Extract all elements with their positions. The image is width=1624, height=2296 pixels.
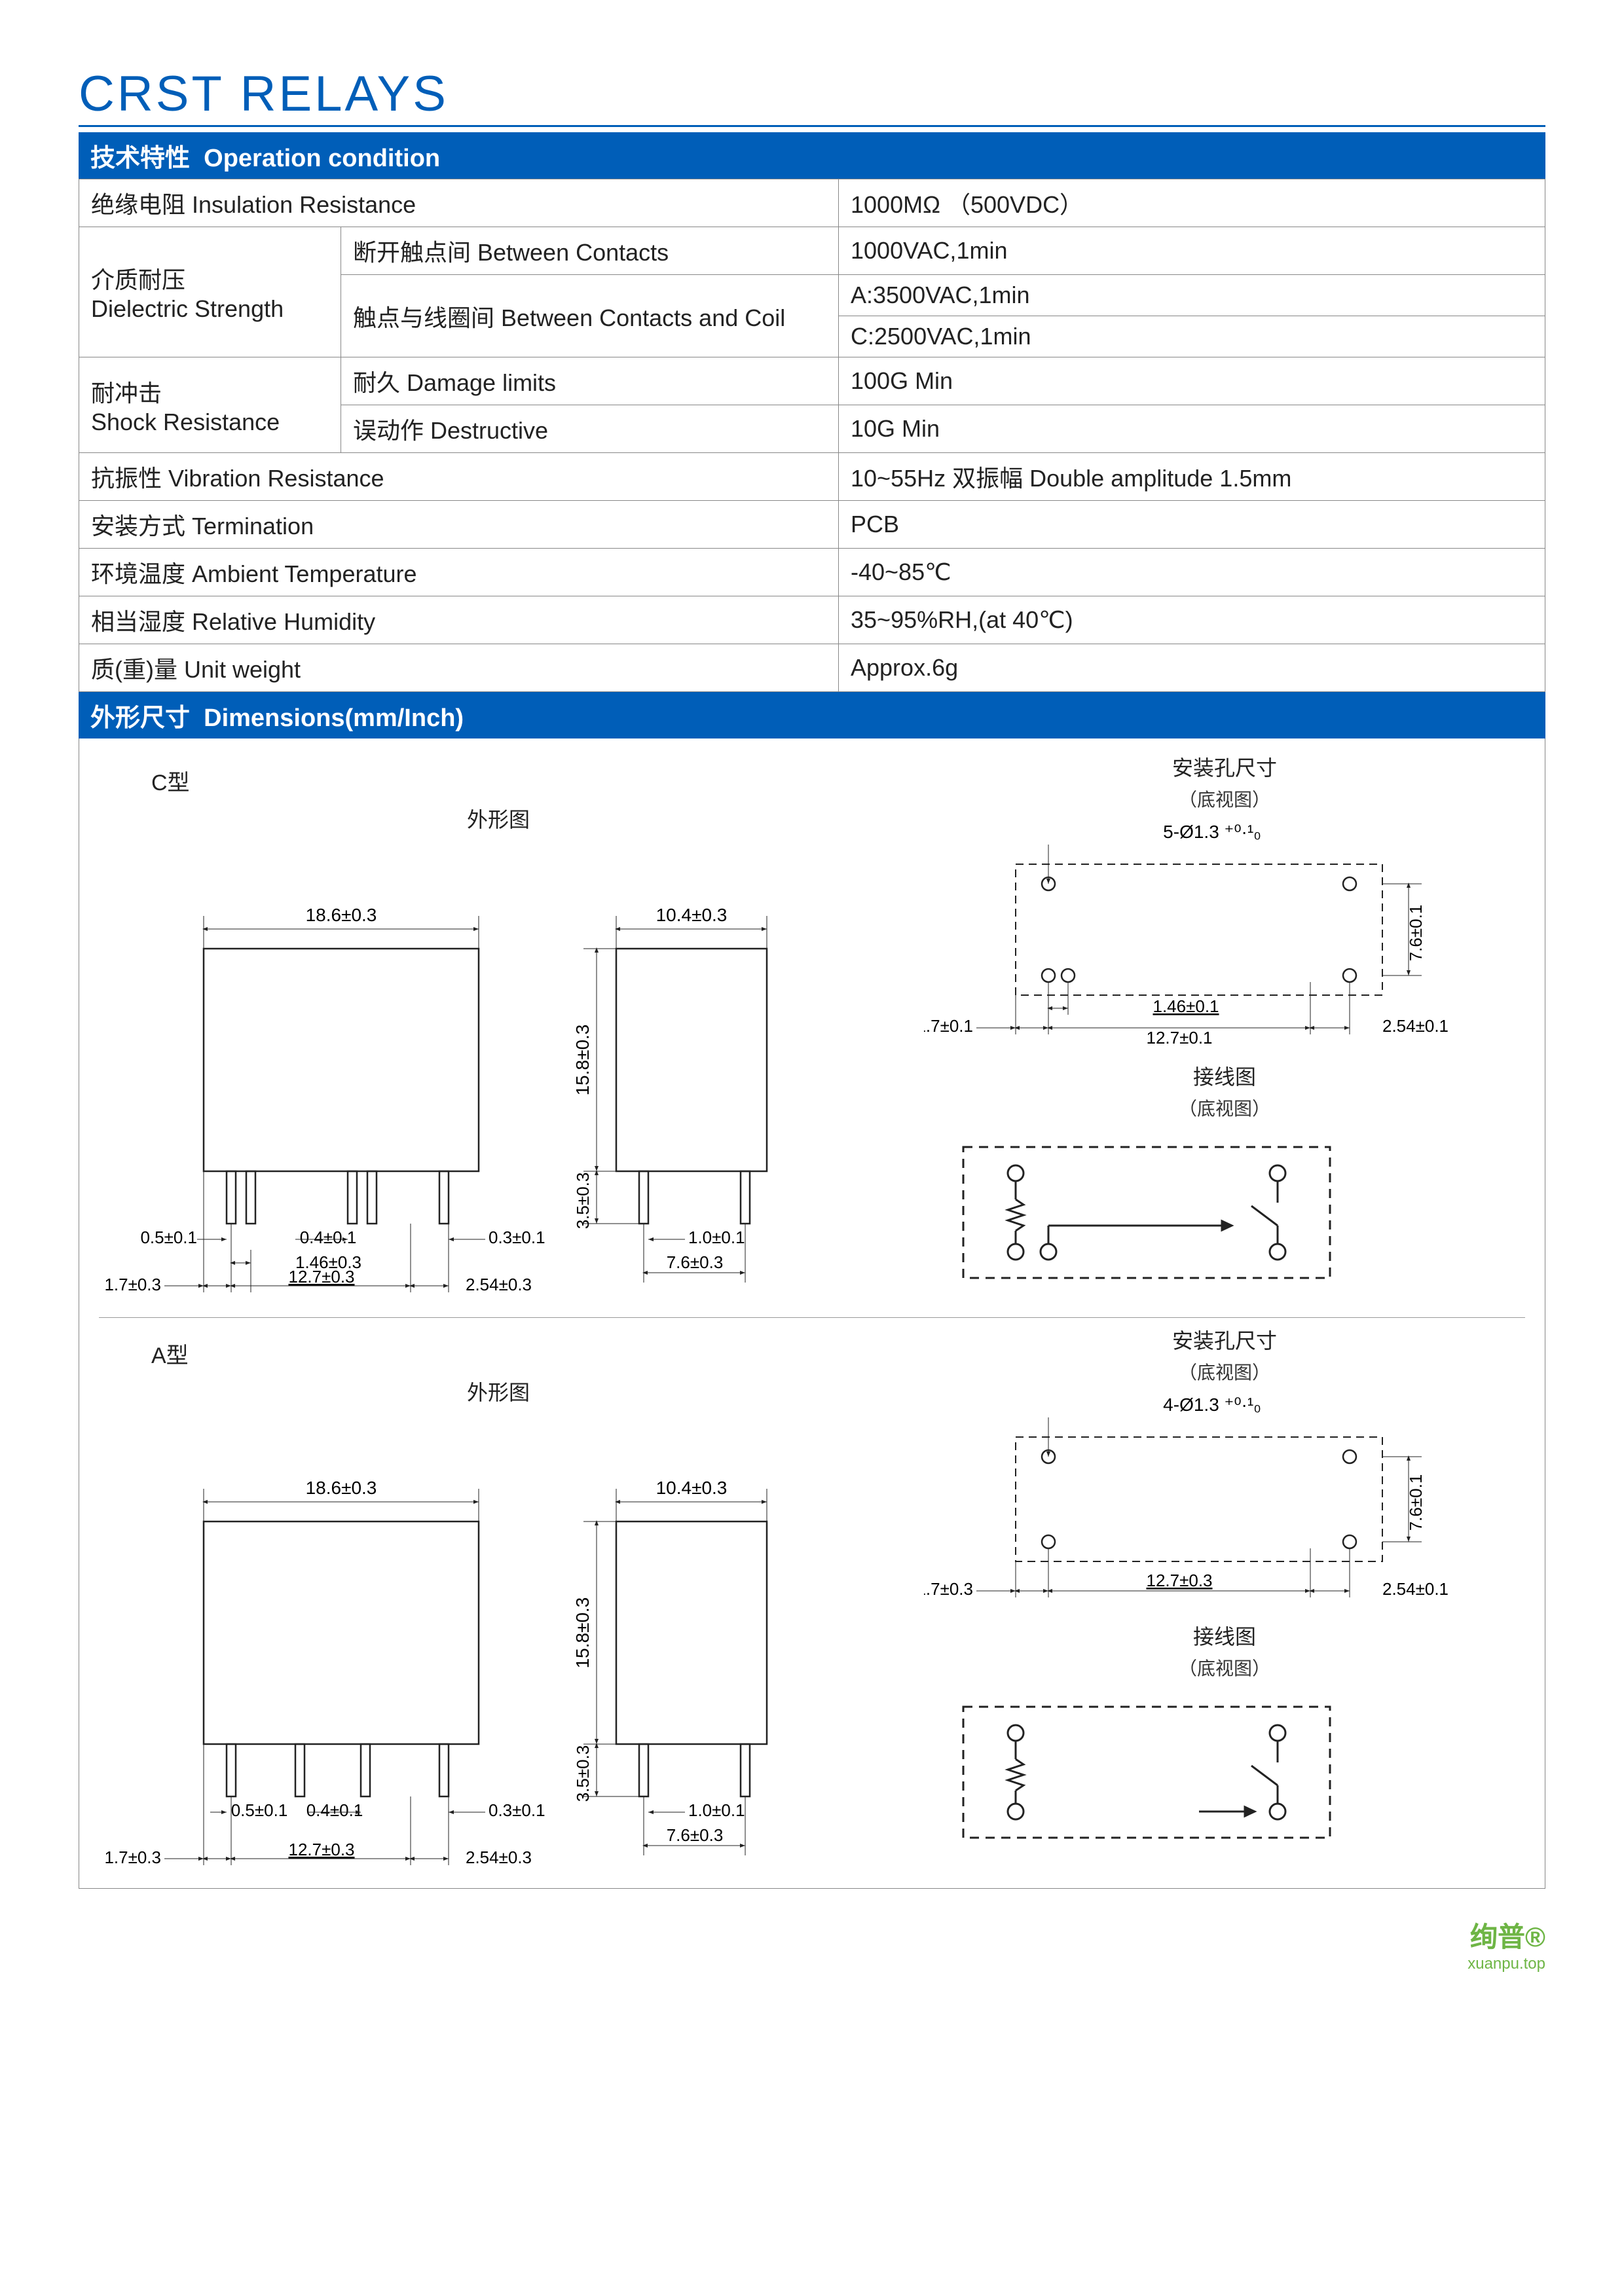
svg-text:18.6±0.3: 18.6±0.3 bbox=[306, 1478, 377, 1498]
svg-text:0.5±0.1: 0.5±0.1 bbox=[231, 1800, 288, 1820]
svg-text:1.7±0.3: 1.7±0.3 bbox=[924, 1579, 973, 1599]
table-row: 抗振性 Vibration Resistance 10~55Hz 双振幅 Dou… bbox=[79, 453, 1545, 501]
svg-text:2.54±0.3: 2.54±0.3 bbox=[466, 1848, 532, 1867]
cell: 环境温度 Ambient Temperature bbox=[79, 549, 839, 596]
cell: Approx.6g bbox=[839, 644, 1545, 692]
section-en: Dimensions(mm/Inch) bbox=[204, 704, 464, 732]
model-c-label: C型 bbox=[151, 765, 898, 797]
svg-text:0.3±0.1: 0.3±0.1 bbox=[489, 1800, 545, 1820]
cell: 100G Min bbox=[839, 357, 1545, 405]
svg-text:12.7±0.1: 12.7±0.1 bbox=[1146, 1028, 1212, 1048]
cell: 35~95%RH,(at 40℃) bbox=[839, 596, 1545, 644]
footer-brand: 绚普® bbox=[1470, 1922, 1545, 1952]
outline-title: 外形图 bbox=[99, 1376, 898, 1406]
svg-text:18.6±0.3: 18.6±0.3 bbox=[306, 905, 377, 925]
svg-text:12.7±0.3: 12.7±0.3 bbox=[288, 1267, 354, 1286]
svg-text:0.4±0.1: 0.4±0.1 bbox=[306, 1800, 363, 1820]
divider bbox=[99, 1317, 1525, 1318]
cell: -40~85℃ bbox=[839, 549, 1545, 596]
cell: 1000VAC,1min bbox=[839, 227, 1545, 275]
mount-c-svg: 5-Ø1.3 ⁺⁰·¹₀ 7.6±0.1 bbox=[924, 818, 1500, 1048]
cell: A:3500VAC,1min bbox=[839, 275, 1545, 316]
cell: 质(重)量 Unit weight bbox=[79, 644, 839, 692]
table-row: 质(重)量 Unit weight Approx.6g bbox=[79, 644, 1545, 692]
svg-text:1.0±0.1: 1.0±0.1 bbox=[688, 1800, 745, 1820]
cell: 相当湿度 Relative Humidity bbox=[79, 596, 839, 644]
cell: 断开触点间 Between Contacts bbox=[341, 227, 839, 275]
cell: PCB bbox=[839, 501, 1545, 549]
svg-text:10.4±0.3: 10.4±0.3 bbox=[656, 1478, 728, 1498]
svg-text:7.6±0.1: 7.6±0.1 bbox=[1406, 905, 1426, 962]
svg-text:12.7±0.3: 12.7±0.3 bbox=[288, 1840, 354, 1859]
bottom-view: （底视图） bbox=[924, 1095, 1525, 1121]
section-cn: 外形尺寸 bbox=[90, 704, 190, 732]
cell: 1000MΩ （500VDC） bbox=[839, 179, 1545, 227]
cell: 绝缘电阻 Insulation Resistance bbox=[79, 179, 839, 227]
wiring-title: 接线图 bbox=[924, 1061, 1525, 1091]
svg-text:1.7±0.3: 1.7±0.3 bbox=[104, 1275, 161, 1294]
cell: 安装方式 Termination bbox=[79, 501, 839, 549]
table-row: 绝缘电阻 Insulation Resistance 1000MΩ （500VD… bbox=[79, 179, 1545, 227]
wiring-c-svg bbox=[924, 1127, 1382, 1298]
bottom-view: （底视图） bbox=[924, 1654, 1525, 1681]
wiring-title: 接线图 bbox=[924, 1620, 1525, 1650]
svg-text:0.3±0.1: 0.3±0.1 bbox=[489, 1228, 545, 1247]
table-row: 安装方式 Termination PCB bbox=[79, 501, 1545, 549]
footer-url: xuanpu.top bbox=[79, 1955, 1545, 1973]
outline-c-svg: 18.6±0.3 0.5±0.1 0.4±0.1 0.3±0.1 1.46±0.… bbox=[99, 837, 898, 1296]
outline-a-svg: 18.6±0.3 0.5±0.1 0.4±0.1 0.3±0.1 1.7±0.3… bbox=[99, 1410, 898, 1868]
svg-text:15.8±0.3: 15.8±0.3 bbox=[572, 1597, 593, 1669]
bottom-view: （底视图） bbox=[924, 1358, 1525, 1385]
spec-table: 绝缘电阻 Insulation Resistance 1000MΩ （500VD… bbox=[79, 179, 1545, 692]
diagram-area: C型 外形图 bbox=[79, 738, 1545, 1889]
mount-a-svg: 4-Ø1.3 ⁺⁰·¹₀ 7.6±0.1 bbox=[924, 1391, 1500, 1607]
svg-text:1.46±0.1: 1.46±0.1 bbox=[1153, 996, 1219, 1016]
svg-text:1.0±0.1: 1.0±0.1 bbox=[688, 1228, 745, 1247]
mount-title: 安装孔尺寸 bbox=[924, 1324, 1525, 1355]
cell: 10G Min bbox=[839, 405, 1545, 453]
svg-text:2.54±0.1: 2.54±0.1 bbox=[1382, 1579, 1449, 1599]
cell: 介质耐压 Dielectric Strength bbox=[79, 227, 341, 357]
cell: C:2500VAC,1min bbox=[839, 316, 1545, 357]
model-a-label: A型 bbox=[151, 1338, 898, 1370]
cell: 10~55Hz 双振幅 Double amplitude 1.5mm bbox=[839, 453, 1545, 501]
svg-text:10.4±0.3: 10.4±0.3 bbox=[656, 905, 728, 925]
svg-text:5-Ø1.3 ⁺⁰·¹₀: 5-Ø1.3 ⁺⁰·¹₀ bbox=[1163, 822, 1261, 842]
cell: 抗振性 Vibration Resistance bbox=[79, 453, 839, 501]
svg-text:12.7±0.3: 12.7±0.3 bbox=[1146, 1571, 1212, 1590]
table-row: 耐冲击 Shock Resistance 耐久 Damage limits 10… bbox=[79, 357, 1545, 405]
svg-text:1.7±0.3: 1.7±0.3 bbox=[104, 1848, 161, 1867]
svg-text:7.6±0.1: 7.6±0.1 bbox=[1406, 1474, 1426, 1531]
svg-text:2.54±0.1: 2.54±0.1 bbox=[1382, 1016, 1449, 1036]
svg-text:3.5±0.3: 3.5±0.3 bbox=[573, 1745, 593, 1802]
svg-text:4-Ø1.3 ⁺⁰·¹₀: 4-Ø1.3 ⁺⁰·¹₀ bbox=[1163, 1394, 1261, 1415]
table-row: 介质耐压 Dielectric Strength 断开触点间 Between C… bbox=[79, 227, 1545, 275]
page-title: CRST RELAYS bbox=[79, 65, 1545, 127]
svg-text:0.4±0.1: 0.4±0.1 bbox=[300, 1228, 357, 1247]
section-cn: 技术特性 bbox=[90, 145, 190, 172]
cell: 误动作 Destructive bbox=[341, 405, 839, 453]
bottom-view: （底视图） bbox=[924, 786, 1525, 812]
wiring-a-svg bbox=[924, 1687, 1382, 1857]
svg-text:7.6±0.3: 7.6±0.3 bbox=[667, 1825, 724, 1845]
svg-text:0.5±0.1: 0.5±0.1 bbox=[140, 1228, 197, 1247]
svg-text:2.54±0.3: 2.54±0.3 bbox=[466, 1275, 532, 1294]
table-row: 环境温度 Ambient Temperature -40~85℃ bbox=[79, 549, 1545, 596]
svg-text:15.8±0.3: 15.8±0.3 bbox=[572, 1025, 593, 1096]
mount-title: 安装孔尺寸 bbox=[924, 752, 1525, 782]
cell: 耐冲击 Shock Resistance bbox=[79, 357, 341, 453]
section-header-dimensions: 外形尺寸 Dimensions(mm/Inch) bbox=[79, 692, 1545, 738]
section-en: Operation condition bbox=[204, 145, 440, 172]
footer: 绚普® xuanpu.top bbox=[79, 1915, 1545, 1973]
svg-text:1.7±0.1: 1.7±0.1 bbox=[924, 1016, 973, 1036]
table-row: 相当湿度 Relative Humidity 35~95%RH,(at 40℃) bbox=[79, 596, 1545, 644]
section-header-operation: 技术特性 Operation condition bbox=[79, 132, 1545, 179]
svg-text:7.6±0.3: 7.6±0.3 bbox=[667, 1252, 724, 1272]
svg-text:3.5±0.3: 3.5±0.3 bbox=[573, 1173, 593, 1230]
cell: 耐久 Damage limits bbox=[341, 357, 839, 405]
cell: 触点与线圈间 Between Contacts and Coil bbox=[341, 275, 839, 357]
outline-title: 外形图 bbox=[99, 803, 898, 833]
